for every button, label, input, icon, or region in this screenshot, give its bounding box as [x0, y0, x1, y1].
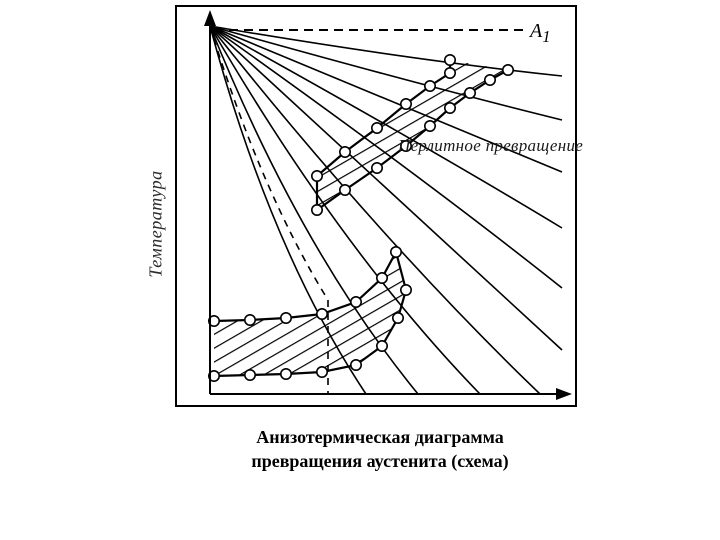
lower-band — [209, 247, 411, 381]
a1-label: A1 — [530, 20, 551, 47]
y-axis-arrow — [204, 10, 216, 26]
figure-caption: Анизотермическая диаграмма превращения а… — [220, 425, 540, 474]
x-axis-arrow — [556, 388, 572, 400]
pearlite-label: Перлитное превращение — [398, 136, 583, 156]
caption-line2: превращения аустенита (схема) — [251, 451, 508, 471]
caption-line1: Анизотермическая диаграмма — [256, 427, 504, 447]
diagram-stage: Температура A1 Перлитное превращение Ани… — [0, 0, 720, 540]
y-axis-label: Температура — [146, 170, 167, 277]
upper-band — [312, 55, 513, 215]
